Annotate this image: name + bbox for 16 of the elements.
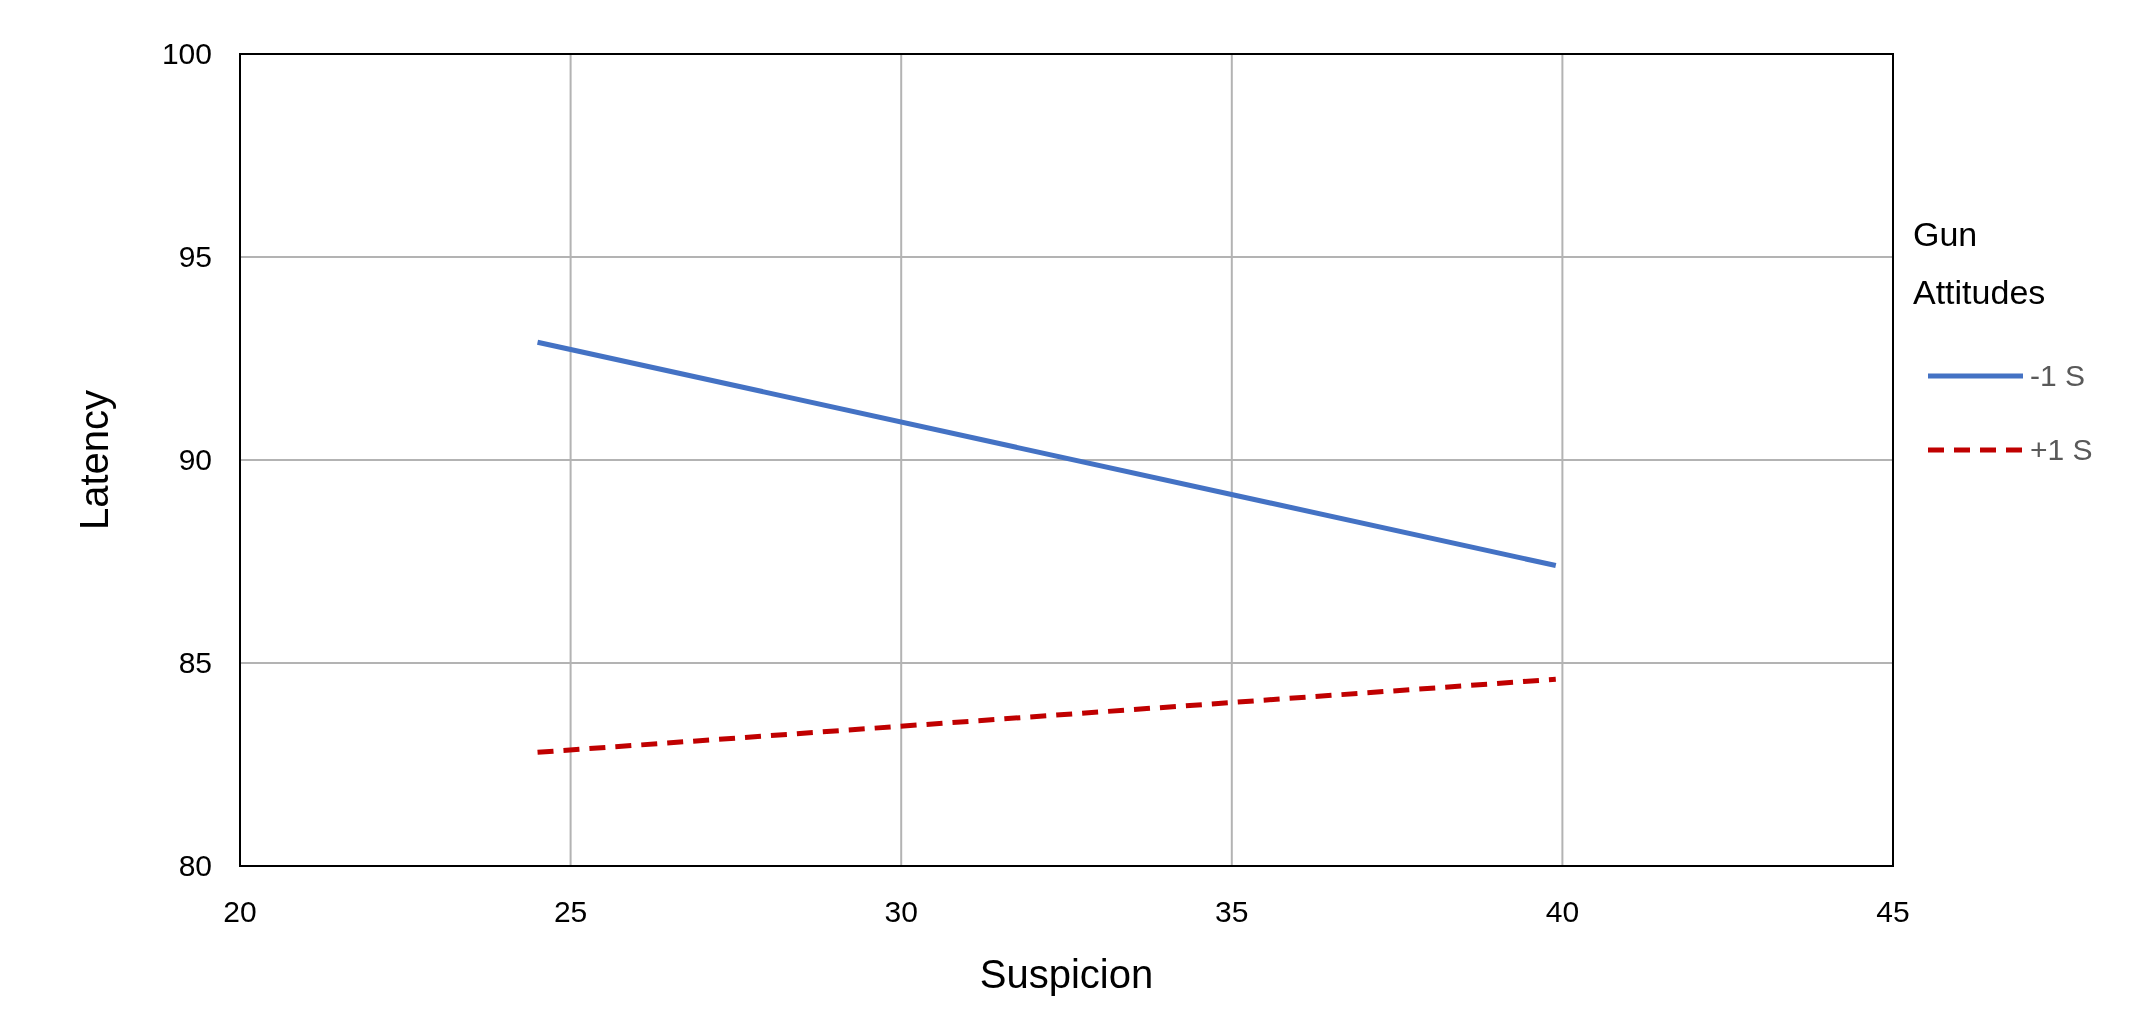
x-tick-label: 45 (1876, 895, 1910, 928)
x-tick-label: 40 (1545, 895, 1580, 928)
legend-label: +1 S (2030, 433, 2093, 466)
y-axis-title: Latency (72, 389, 116, 531)
y-tick-label: 80 (178, 849, 212, 882)
x-axis-title: Suspicion (979, 952, 1154, 996)
y-tick-label: 95 (178, 240, 212, 273)
x-tick-label: 35 (1215, 895, 1249, 928)
y-tick-label: 100 (161, 37, 212, 70)
legend-title: Gun Attitudes (1913, 215, 2046, 311)
legend-label: -1 S (2030, 359, 2086, 392)
x-tick-label: 30 (884, 895, 918, 928)
x-tick-label: 25 (553, 895, 588, 928)
x-tick-label: 20 (223, 895, 257, 928)
y-tick-label: 90 (178, 443, 212, 476)
y-tick-label: 85 (178, 646, 212, 679)
